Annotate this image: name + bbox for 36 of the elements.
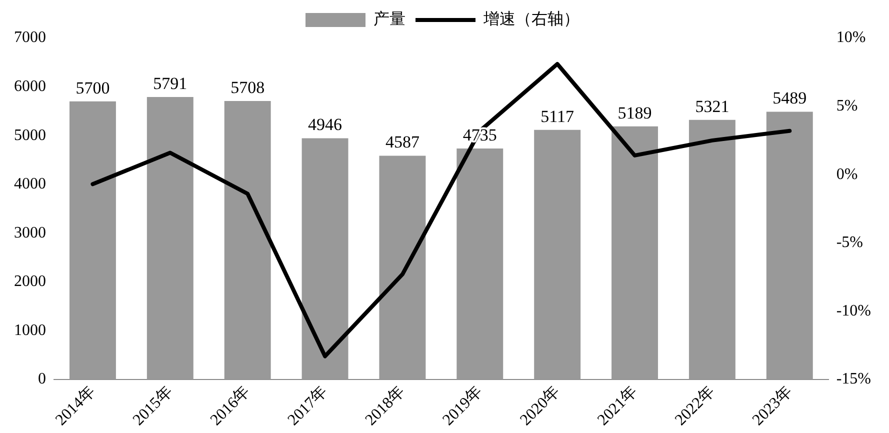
y2-tick-label: 10% bbox=[836, 29, 866, 46]
data-label: 4946 bbox=[308, 115, 342, 134]
y-tick-label: 0 bbox=[38, 370, 46, 388]
data-label: 5489 bbox=[772, 88, 807, 108]
bar bbox=[302, 138, 348, 380]
bar bbox=[612, 126, 658, 380]
data-label: 5700 bbox=[76, 78, 110, 98]
y-tick-label: 1000 bbox=[14, 322, 46, 339]
y2-tick-label: -5% bbox=[836, 234, 863, 252]
legend-label: 增速（右轴） bbox=[482, 10, 580, 28]
y-tick-label: 3000 bbox=[14, 224, 46, 242]
data-label: 5321 bbox=[695, 96, 730, 116]
x-tick-label: 2021年 bbox=[594, 383, 641, 430]
y2-tick-label: 0% bbox=[836, 166, 858, 183]
y2-tick-label: 5% bbox=[836, 98, 858, 114]
y-tick-label: 2000 bbox=[14, 273, 46, 290]
bar bbox=[534, 130, 581, 380]
data-label: 5117 bbox=[540, 106, 575, 126]
y-tick-label: 5000 bbox=[14, 126, 46, 144]
y-tick-label: 4000 bbox=[14, 176, 46, 193]
data-label: 5189 bbox=[618, 103, 652, 122]
y2-tick-label: -10% bbox=[836, 302, 871, 320]
data-label: 5791 bbox=[153, 74, 188, 93]
bar bbox=[456, 148, 504, 380]
bar bbox=[146, 96, 194, 380]
bar bbox=[224, 101, 271, 380]
data-label: 5708 bbox=[230, 78, 265, 97]
y2-tick-label: -15% bbox=[836, 370, 871, 388]
bar bbox=[688, 120, 736, 380]
bar bbox=[379, 156, 426, 380]
y-tick-label: 6000 bbox=[14, 78, 46, 95]
y-tick-label: 7000 bbox=[14, 29, 46, 46]
bar bbox=[766, 112, 813, 380]
legend-label: 产量 bbox=[374, 10, 406, 28]
data-label: 4587 bbox=[385, 132, 420, 152]
bar bbox=[69, 101, 116, 380]
